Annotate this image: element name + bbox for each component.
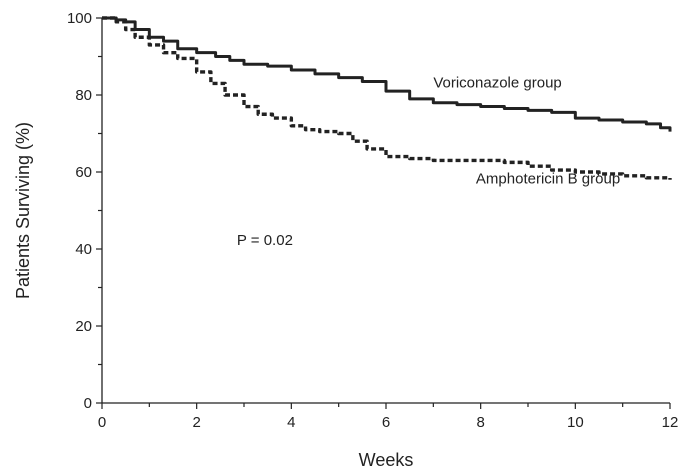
series-group: [102, 16, 672, 180]
y-tick-label-60: 60: [75, 164, 92, 181]
y-tick-label-20: 20: [75, 318, 92, 335]
y-tick-label-100: 100: [67, 10, 92, 27]
y-tick-label-80: 80: [75, 87, 92, 104]
y-tick-label-0: 0: [84, 395, 92, 412]
x-axis-title: Weeks: [359, 450, 414, 470]
x-tick-label-10: 10: [567, 414, 584, 431]
annotation-0: Voriconazole group: [433, 74, 561, 91]
x-tick-label-8: 8: [476, 414, 484, 431]
axes: [101, 18, 670, 404]
annotations: Voriconazole group Amphotericin B group P …: [237, 74, 620, 249]
series-line-voriconazole: [102, 16, 672, 132]
y-axis-title: Patients Surviving (%): [13, 122, 33, 299]
y-tick-label-40: 40: [75, 241, 92, 258]
annotation-1: Amphotericin B group: [476, 171, 620, 188]
x-tick-label-6: 6: [382, 414, 390, 431]
x-tick-label-12: 12: [662, 414, 679, 431]
series-line-amphotericin-b: [102, 16, 672, 180]
annotation-2: P = 0.02: [237, 232, 293, 249]
x-tick-label-4: 4: [287, 414, 295, 431]
x-tick-label-2: 2: [192, 414, 200, 431]
x-tick-label-0: 0: [98, 414, 106, 431]
ticks: 0 20 40 60 80 100 0 2 4 6 8 10 12: [67, 10, 678, 431]
